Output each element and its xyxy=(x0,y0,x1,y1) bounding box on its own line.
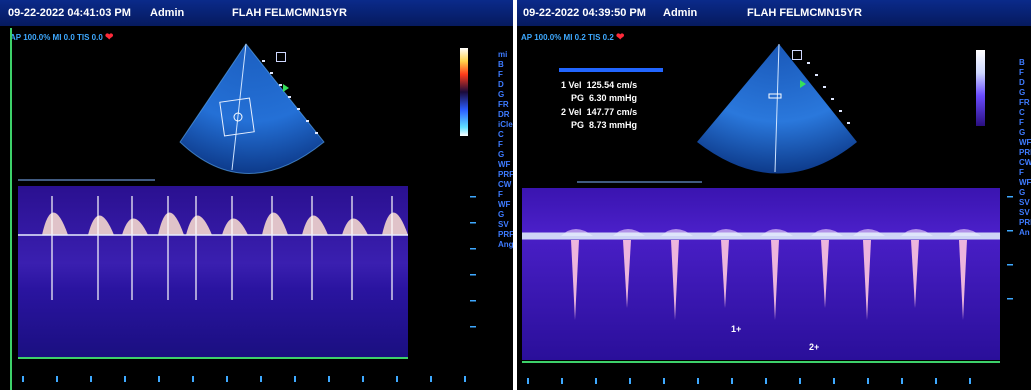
left-systolic-envelope xyxy=(262,212,288,235)
left-scan-svg xyxy=(18,43,476,358)
measurement-header-bar xyxy=(559,68,663,72)
measurement-panel: 1 Vel 125.54 cm/s PG 6.30 mmHg 2 Vel 147… xyxy=(557,76,677,146)
left-cursor-line xyxy=(231,43,247,171)
meas-2-index: 2 xyxy=(561,107,567,117)
caliper-1[interactable]: 1+ xyxy=(731,324,742,334)
left-patient-id: FLAH FELMCMN15YR xyxy=(232,7,347,19)
right-focus-marker xyxy=(800,80,806,88)
meas-2-pg-label: PG xyxy=(571,120,585,130)
right-flow-spike xyxy=(959,240,967,320)
left-sample-box xyxy=(219,97,255,137)
left-timeline-baseline xyxy=(18,357,408,359)
right-cursor-line xyxy=(774,43,780,173)
meas-1-vel: 125.54 cm/s xyxy=(586,80,638,90)
right-operator: Admin xyxy=(663,7,698,19)
right-timeline-baseline xyxy=(522,361,1000,363)
meas-1-index: 1 xyxy=(561,80,567,90)
right-flow-spike xyxy=(571,240,579,320)
left-doppler-waveform xyxy=(42,196,408,300)
right-ultrasound-screen: 09-22-2022 04:39:50 PM Admin FLAH FELMCM… xyxy=(517,0,1031,390)
right-header-bar: 09-22-2022 04:39:50 PM Admin FLAH FELMCM… xyxy=(517,0,1031,26)
heart-icon: ❤ xyxy=(616,32,625,43)
meas-2-vel: 147.77 cm/s xyxy=(586,107,638,117)
right-gray-scale xyxy=(976,50,985,126)
left-spectral-doppler xyxy=(18,186,408,358)
right-flow-spike xyxy=(771,240,779,320)
right-params-text: AP 100.0% MI 0.2 TIS 0.2 xyxy=(521,33,614,42)
meas-2-vel-label: Vel xyxy=(568,107,582,117)
right-acoustic-params: AP 100.0% MI 0.2 TIS 0.2 ❤ xyxy=(521,32,624,43)
left-color-scale xyxy=(460,48,468,136)
right-flow-spike xyxy=(671,240,679,320)
right-patient-id: FLAH FELMCMN15YR xyxy=(747,7,862,19)
left-systolic-envelope xyxy=(302,215,328,235)
left-systolic-envelope xyxy=(88,215,114,235)
right-time-scale xyxy=(527,378,997,384)
meas-2-pg: 8.73 mmHg xyxy=(589,120,638,130)
left-systolic-envelope xyxy=(122,218,148,235)
left-datetime: 09-22-2022 04:41:03 PM xyxy=(8,7,131,19)
right-datetime: 09-22-2022 04:39:50 PM xyxy=(523,7,646,19)
left-time-scale xyxy=(22,376,492,382)
right-flow-spike xyxy=(911,240,919,308)
heart-icon: ❤ xyxy=(105,32,114,43)
left-frame-border xyxy=(10,28,12,390)
left-params-text: AP 100.0% MI 0.0 TIS 0.0 xyxy=(10,33,103,42)
right-sample-gate xyxy=(768,93,782,99)
left-side-parameters: mi B F D G FR DR iCle C F G WF PRF CW F … xyxy=(498,50,513,249)
left-systolic-envelope xyxy=(222,218,248,235)
right-flow-spike xyxy=(721,240,729,308)
right-flow-spike xyxy=(863,240,871,320)
left-focus-marker xyxy=(283,84,289,92)
left-header-bar: 09-22-2022 04:41:03 PM Admin FLAH FELMCM… xyxy=(0,0,513,26)
right-scan-svg xyxy=(522,43,1013,360)
right-flow-spike xyxy=(821,240,829,308)
left-systolic-envelope xyxy=(342,218,368,235)
meas-1-vel-label: Vel xyxy=(568,80,582,90)
right-spectral-doppler xyxy=(522,188,1000,360)
left-sector-image xyxy=(180,44,324,174)
left-ultrasound-screen: 09-22-2022 04:41:03 PM Admin FLAH FELMCM… xyxy=(0,0,513,390)
caliper-2[interactable]: 2+ xyxy=(809,342,820,352)
left-acoustic-params: AP 100.0% MI 0.0 TIS 0.0 ❤ xyxy=(10,32,113,43)
left-operator: Admin xyxy=(150,7,185,19)
right-flow-spike xyxy=(623,240,631,308)
meas-1-pg-label: PG xyxy=(571,93,585,103)
left-systolic-envelope xyxy=(382,212,408,235)
left-systolic-envelope xyxy=(42,212,68,235)
right-probe-orientation-icon xyxy=(792,50,802,60)
left-systolic-envelope xyxy=(158,212,184,235)
right-side-parameters: B F D G FR C F G WF PRF CW F WF G SV SV … xyxy=(1019,58,1031,237)
left-systolic-envelope xyxy=(186,215,212,235)
left-probe-orientation-icon xyxy=(276,52,286,62)
meas-1-pg: 6.30 mmHg xyxy=(589,93,638,103)
